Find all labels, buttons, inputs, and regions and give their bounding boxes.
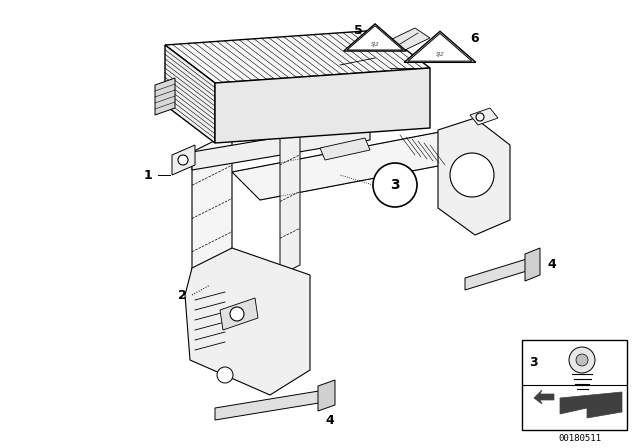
Text: SJ2: SJ2 [371,42,380,47]
Polygon shape [408,34,472,61]
Polygon shape [404,31,476,62]
Polygon shape [465,258,530,290]
Polygon shape [344,24,406,51]
Polygon shape [215,390,325,420]
Text: 5: 5 [354,23,362,36]
Text: 4: 4 [326,414,334,426]
Text: 4: 4 [548,258,556,271]
Circle shape [476,113,484,121]
Circle shape [450,153,494,197]
Text: 1: 1 [143,168,152,181]
Polygon shape [470,108,498,125]
Circle shape [569,347,595,373]
Text: 3: 3 [530,356,538,369]
Polygon shape [438,118,510,235]
Polygon shape [165,45,215,143]
Polygon shape [525,248,540,281]
Text: 2: 2 [178,289,186,302]
Polygon shape [165,30,430,83]
Text: 3: 3 [390,178,400,192]
Circle shape [576,354,588,366]
Polygon shape [318,380,335,411]
Circle shape [178,155,188,165]
Polygon shape [192,122,370,170]
Polygon shape [347,26,403,50]
Polygon shape [390,28,430,50]
Polygon shape [215,68,430,143]
Polygon shape [232,130,480,200]
Polygon shape [220,298,258,330]
Text: 00180511: 00180511 [559,434,602,443]
Polygon shape [560,392,622,418]
Text: 6: 6 [470,31,479,44]
Polygon shape [534,390,554,404]
Polygon shape [172,145,195,175]
Polygon shape [522,340,627,430]
Text: SJ2: SJ2 [436,52,444,56]
Circle shape [217,367,233,383]
Circle shape [373,163,417,207]
Polygon shape [155,78,175,115]
Polygon shape [192,132,232,285]
Polygon shape [280,118,300,275]
Polygon shape [320,138,370,160]
Polygon shape [185,248,310,395]
Circle shape [230,307,244,321]
